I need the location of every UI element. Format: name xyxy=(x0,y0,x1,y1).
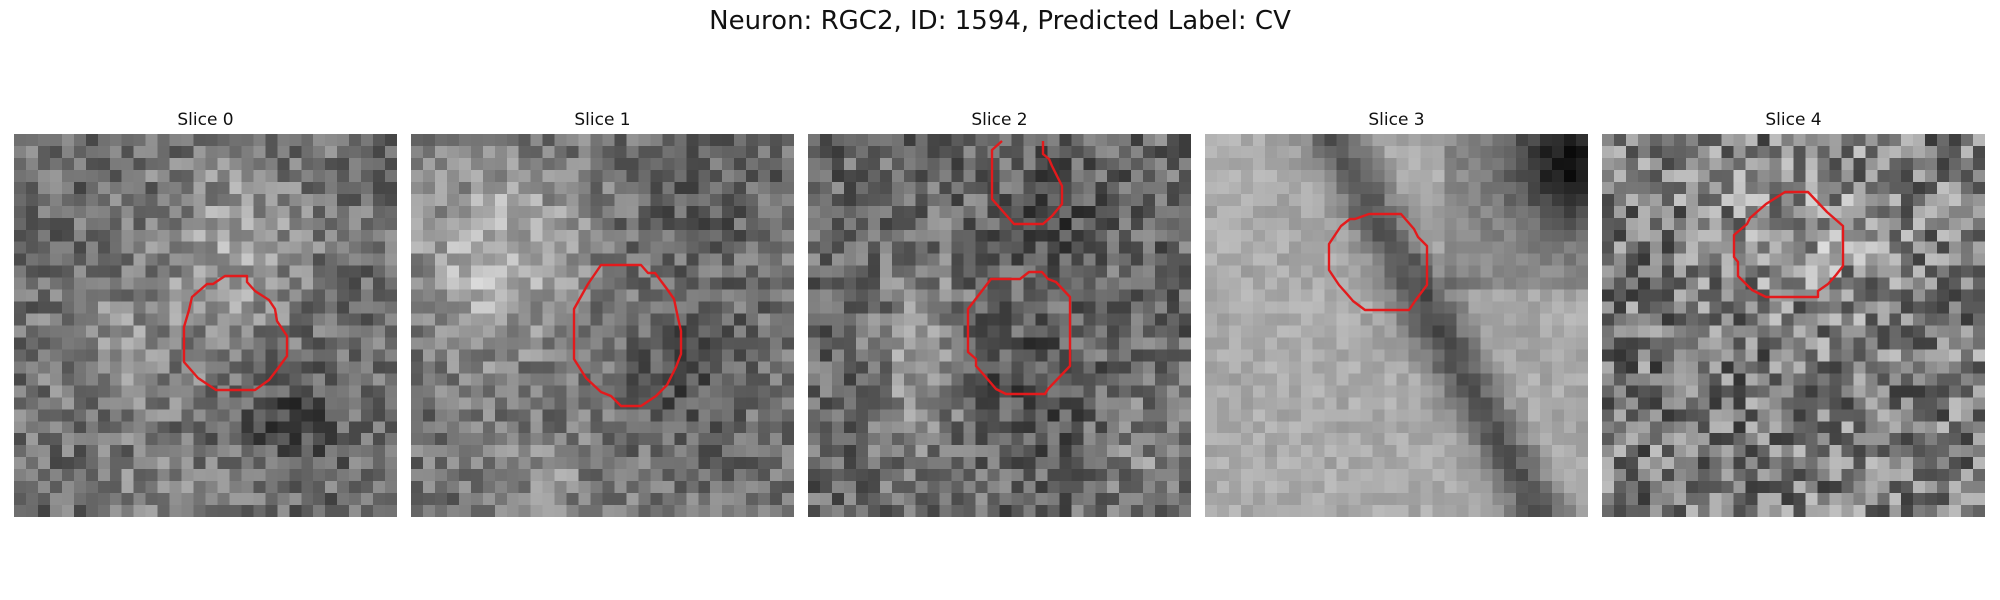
slice-image-4 xyxy=(1602,134,1985,517)
pixel-grid xyxy=(1205,134,1588,517)
roi-contour xyxy=(572,263,683,408)
slice-title-2: Slice 2 xyxy=(971,110,1028,130)
roi-contour xyxy=(1327,212,1429,312)
slice-image-2 xyxy=(808,134,1191,517)
slice-image-3 xyxy=(1205,134,1588,517)
pixel-grid xyxy=(14,134,397,517)
figure-title: Neuron: RGC2, ID: 1594, Predicted Label:… xyxy=(709,6,1291,36)
slice-panel-2: Slice 2 xyxy=(808,108,1191,517)
pixel-grid xyxy=(411,134,794,517)
slice-panel-3: Slice 3 xyxy=(1205,108,1588,517)
roi-contour xyxy=(966,270,1072,396)
slice-panel-0: Slice 0 xyxy=(14,108,397,517)
roi-contour xyxy=(182,274,289,392)
slice-title-0: Slice 0 xyxy=(177,110,234,130)
slice-title-4: Slice 4 xyxy=(1765,110,1822,130)
slice-panel-1: Slice 1 xyxy=(411,108,794,517)
roi-contour xyxy=(990,140,1064,226)
pixel-grid xyxy=(1602,134,1985,517)
slice-image-1 xyxy=(411,134,794,517)
slice-title-1: Slice 1 xyxy=(574,110,631,130)
slice-panel-4: Slice 4 xyxy=(1602,108,1985,517)
slice-title-3: Slice 3 xyxy=(1368,110,1425,130)
roi-contour xyxy=(1732,190,1845,299)
pixel-grid xyxy=(808,134,1191,517)
slice-image-0 xyxy=(14,134,397,517)
